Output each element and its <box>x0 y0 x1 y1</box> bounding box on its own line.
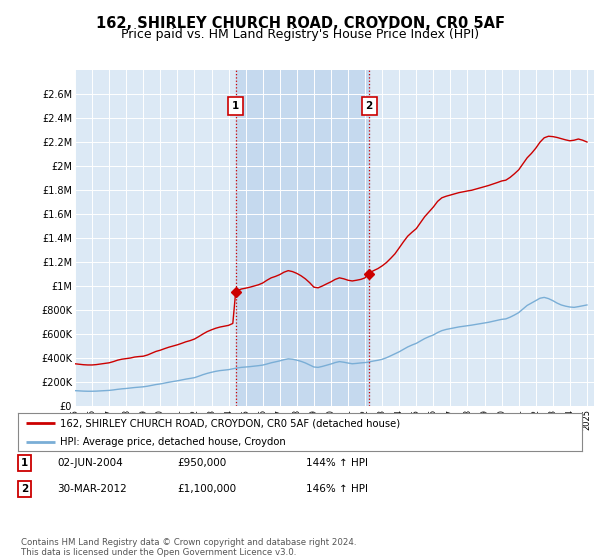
Text: £950,000: £950,000 <box>177 458 226 468</box>
Text: 1: 1 <box>232 101 239 111</box>
Text: HPI: Average price, detached house, Croydon: HPI: Average price, detached house, Croy… <box>60 437 286 447</box>
Bar <box>236 70 369 406</box>
Text: Contains HM Land Registry data © Crown copyright and database right 2024.
This d: Contains HM Land Registry data © Crown c… <box>21 538 356 557</box>
Text: 162, SHIRLEY CHURCH ROAD, CROYDON, CR0 5AF (detached house): 162, SHIRLEY CHURCH ROAD, CROYDON, CR0 5… <box>60 418 400 428</box>
Text: £1,100,000: £1,100,000 <box>177 484 236 494</box>
Text: 162, SHIRLEY CHURCH ROAD, CROYDON, CR0 5AF: 162, SHIRLEY CHURCH ROAD, CROYDON, CR0 5… <box>95 16 505 31</box>
Text: 146% ↑ HPI: 146% ↑ HPI <box>306 484 368 494</box>
Text: 02-JUN-2004: 02-JUN-2004 <box>57 458 123 468</box>
Text: 2: 2 <box>21 484 28 494</box>
Text: 30-MAR-2012: 30-MAR-2012 <box>57 484 127 494</box>
Text: 144% ↑ HPI: 144% ↑ HPI <box>306 458 368 468</box>
Text: 1: 1 <box>21 458 28 468</box>
Text: Price paid vs. HM Land Registry's House Price Index (HPI): Price paid vs. HM Land Registry's House … <box>121 28 479 41</box>
Text: 2: 2 <box>365 101 373 111</box>
